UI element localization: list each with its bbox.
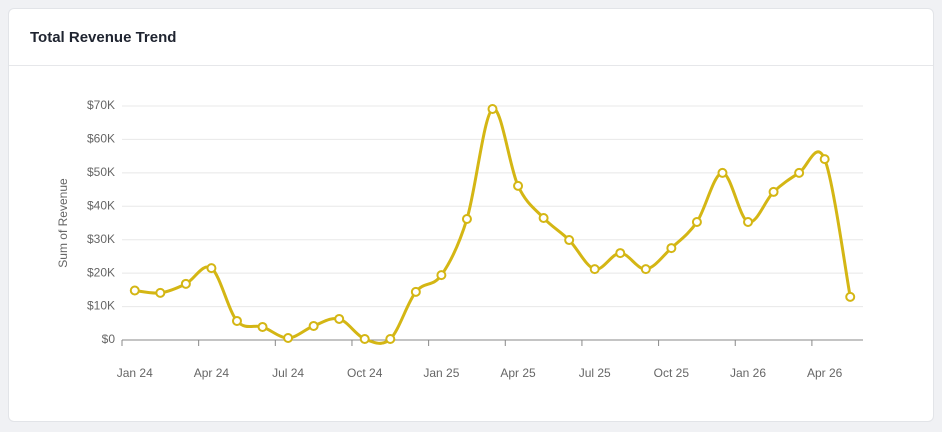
x-tick-label: Apr 26 xyxy=(807,366,843,380)
y-tick-label: $10K xyxy=(87,299,115,313)
y-tick-label: $70K xyxy=(87,98,115,112)
point xyxy=(359,333,370,344)
y-tick-label: $60K xyxy=(87,132,115,146)
card-title: Total Revenue Trend xyxy=(9,9,933,66)
point xyxy=(461,213,472,224)
x-tick-label: Jan 25 xyxy=(423,366,459,380)
x-tick-label: Jul 25 xyxy=(579,366,611,380)
point xyxy=(206,263,217,274)
x-tick-label: Jan 24 xyxy=(117,366,153,380)
point xyxy=(589,264,600,275)
point xyxy=(743,216,754,227)
point xyxy=(845,291,856,302)
point xyxy=(436,270,447,281)
point xyxy=(513,180,524,191)
point xyxy=(231,315,242,326)
card: Total Revenue Trend xyxy=(8,8,934,422)
point xyxy=(640,264,651,275)
point xyxy=(257,321,268,332)
y-axis-title: Sum of Revenue xyxy=(56,178,70,268)
x-tick-label: Jul 24 xyxy=(272,366,304,380)
x-tick-label: Jan 26 xyxy=(730,366,766,380)
line xyxy=(134,107,852,345)
point xyxy=(487,104,498,115)
point xyxy=(666,243,677,254)
y-tick-label: $0 xyxy=(102,332,116,346)
point xyxy=(385,333,396,344)
point xyxy=(538,212,549,223)
point xyxy=(691,216,702,227)
y-tick-label: $30K xyxy=(87,232,115,246)
x-tick-label: Oct 25 xyxy=(654,366,690,380)
y-tick-label: $40K xyxy=(87,198,115,212)
point xyxy=(410,286,421,297)
point xyxy=(564,235,575,246)
x-tick-label: Apr 25 xyxy=(500,366,536,380)
point xyxy=(794,167,805,178)
point xyxy=(180,278,191,289)
point xyxy=(615,248,626,259)
point xyxy=(768,186,779,197)
point xyxy=(308,320,319,331)
x-tick-label: Apr 24 xyxy=(194,366,230,380)
point xyxy=(283,332,294,343)
point xyxy=(819,154,830,165)
x-tick-label: Oct 24 xyxy=(347,366,383,380)
y-tick-label: $50K xyxy=(87,165,115,179)
y-tick-label: $20K xyxy=(87,265,115,279)
point xyxy=(129,285,140,296)
point xyxy=(334,313,345,324)
point xyxy=(155,287,166,298)
point xyxy=(717,167,728,178)
